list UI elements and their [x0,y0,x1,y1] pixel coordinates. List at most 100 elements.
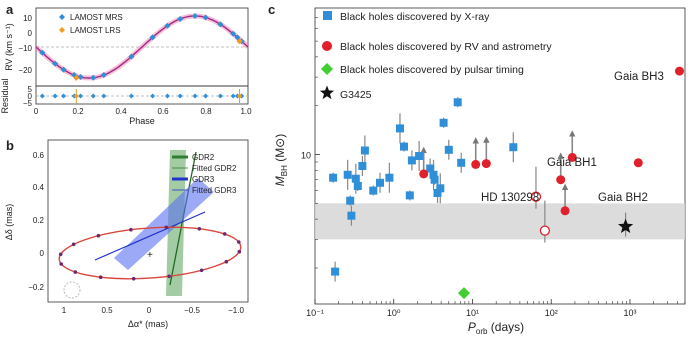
orbit-epoch-dot [98,275,103,280]
panel-b-xtick: 1 [62,306,67,315]
legend-fitted-gdr2-label: Fitted GDR2 [192,164,237,173]
orbit-epoch-dot [237,249,242,254]
rv-bh-marker [675,66,684,76]
panel-b-xtick: −1.0 [228,306,244,315]
pulsar-bh-marker [457,287,470,300]
rv-point-mrs [230,30,237,37]
x-tick-label: 10⁻¹ [306,308,324,318]
panel-a-ytick: 10 [23,14,32,23]
legend-lrs-label: LAMOST LRS [70,26,121,35]
xray-bh-marker [329,173,338,182]
legend-pulsar-marker [321,63,333,75]
panel-b: b + GDR2 Fitted GDR2 GDR3 Fitted GDR3 0.… [4,138,249,329]
residual-point-mrs [230,93,236,99]
x-tick-label: 10¹ [466,308,479,318]
residual-point-mrs [164,93,170,99]
rv-point-mrs [192,13,198,19]
x-tick-label: 10³ [623,308,636,318]
legend-mrs-label: LAMOST MRS [70,13,123,22]
residual-point-mrs [150,93,156,99]
rv-bh-marker [530,191,542,202]
annotation-hd130298: HD 130298 [481,192,539,204]
orbit-epoch-dot [167,274,171,279]
orbit-epochs [58,225,242,281]
legend-pulsar-label: Black holes discovered by pulsar timing [340,64,524,76]
residual-point-mrs [52,93,58,99]
rv-bh-marker [567,152,577,162]
panel-c-markers [329,66,684,300]
orbit-epoch-dot [197,227,202,231]
gray-mass-gap-band [315,203,685,240]
orbit-epoch-dot [59,262,63,266]
orbit-epoch-dot [224,259,229,264]
rv-point-mrs [149,34,156,41]
panel-a-xlabel: Phase [129,116,155,126]
legend-xray-label: Black holes discovered by X-ray [340,11,490,23]
rv-points [39,13,245,81]
xray-bh-marker [509,143,518,152]
panel-b-xtick: −0.5 [184,306,200,315]
legend-mrs-marker [59,14,65,20]
y-tick-label: 10 [301,151,311,161]
astrometric-orbit [58,226,242,280]
center-cross-icon: + [147,250,153,261]
rv-bh-marker [556,175,566,185]
panel-a: a 10 0 −10 −20 RV (km s⁻¹) LAMOST MRS LA… [0,2,252,126]
residual-point-mrs [101,93,107,99]
residual-point-lrs [237,93,243,99]
panel-c-label: c [268,2,275,17]
panel-a-xtick: 0.6 [157,107,169,116]
residual-point-mrs [90,93,96,99]
panel-a-xtick: 0.2 [72,107,84,116]
rv-bh-marker [481,159,491,169]
panel-b-axes [47,139,249,303]
panel-a-res-ytick: 0 [28,92,33,101]
panel-c-ticks: 10⁻¹ 10⁰ 10¹ 10² 10³ 10 [301,17,686,318]
rv-point-mrs [52,60,59,67]
annotation-gaia-bh3: Gaia BH3 [614,71,664,83]
rv-point-mrs [100,72,107,79]
residual-point-mrs [217,93,223,99]
xray-bh-marker [439,118,448,127]
xray-bh-marker [415,152,424,160]
xray-bh-marker [433,189,442,197]
rv-point-lrs [73,74,80,81]
residual-point-mrs [61,93,67,99]
orbit-epoch-dot [129,227,133,232]
rv-point-mrs [77,74,84,81]
legend-star-marker [319,85,335,100]
xray-bh-marker [396,124,404,133]
orbit-epoch-dot [222,232,227,236]
legend-rv-marker [322,41,332,51]
residual-points [39,89,245,103]
orbit-epoch-dot [71,242,76,247]
rv-bh-marker [560,206,570,216]
xray-bh-marker [400,142,408,151]
xray-bh-marker [426,164,435,173]
xray-bh-marker [385,173,394,182]
rv-point-mrs [128,53,135,60]
panel-b-ytick: 0.2 [33,216,45,225]
residual-point-mrs [39,93,45,99]
rv-point-mrs [202,14,209,21]
xray-bh-marker [444,145,453,154]
panel-a-res-ytick: 5 [28,85,33,94]
annotation-gaia-bh2: Gaia BH2 [598,192,648,204]
annotation-gaia-bh1: Gaia BH1 [547,157,597,169]
xray-bh-marker [353,182,362,190]
xray-bh-marker [369,186,378,195]
legend-lrs-marker [59,27,65,33]
orbit-epoch-dot [73,270,78,274]
panel-a-label: a [6,2,14,17]
residual-point-mrs [203,93,209,99]
beam-size-icon [63,281,81,299]
panel-b-ytick: 0 [40,249,45,258]
g3425-star-marker [618,218,634,233]
panel-b-ylabel: Δδ (mas) [4,204,14,241]
panel-c-xlabel: Porb (days) [468,320,524,336]
rv-point-mrs [39,49,46,56]
residual-point-mrs [128,93,134,99]
orbit-epoch-dot [96,233,101,238]
panel-a-xtick: 0 [34,107,39,116]
